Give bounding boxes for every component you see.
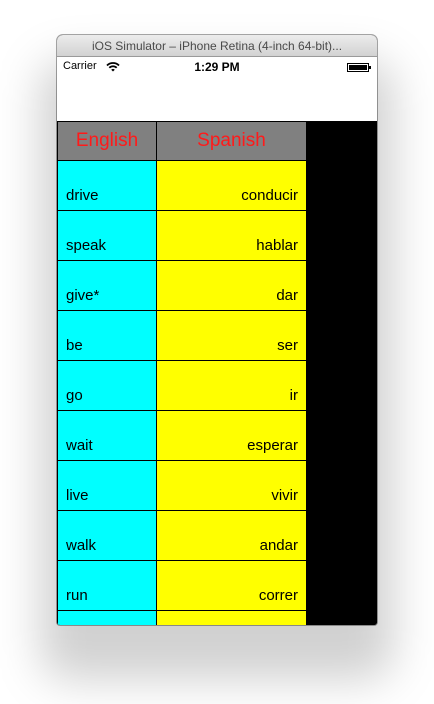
english-word-cell[interactable]: go [57, 361, 157, 411]
english-word-cell[interactable]: speak [57, 211, 157, 261]
vocabulary-table: English Spanish drive conducir speak hab… [57, 121, 307, 625]
spanish-word-cell[interactable]: ir [157, 361, 307, 411]
table-row[interactable]: wait esperar [57, 411, 307, 461]
window-title: iOS Simulator – iPhone Retina (4-inch 64… [91, 39, 343, 53]
table-row[interactable]: live vivir [57, 461, 307, 511]
status-bar: Carrier 1:29 PM [57, 57, 377, 77]
english-word-cell[interactable]: give* [57, 261, 157, 311]
status-time: 1:29 PM [194, 60, 240, 74]
spanish-word-cell[interactable]: dar [157, 261, 307, 311]
table-row[interactable]: walk andar [57, 511, 307, 561]
spanish-word-cell[interactable] [157, 611, 307, 625]
window-titlebar[interactable]: iOS Simulator – iPhone Retina (4-inch 64… [57, 35, 377, 57]
table-row[interactable]: run correr [57, 561, 307, 611]
carrier-label: Carrier [63, 60, 97, 72]
english-word-cell[interactable] [57, 611, 157, 625]
english-column-header: English [57, 121, 157, 161]
english-word-cell[interactable]: walk [57, 511, 157, 561]
table-row[interactable]: drive conducir [57, 161, 307, 211]
device-screen: Carrier 1:29 PM English Spanish drive co… [57, 57, 377, 625]
spanish-word-cell[interactable]: vivir [157, 461, 307, 511]
spanish-word-cell[interactable]: esperar [157, 411, 307, 461]
table-row[interactable]: be ser [57, 311, 307, 361]
simulator-window: iOS Simulator – iPhone Retina (4-inch 64… [57, 35, 377, 625]
spanish-word-cell[interactable]: correr [157, 561, 307, 611]
battery-icon [347, 63, 371, 72]
spanish-column-header: Spanish [157, 121, 307, 161]
english-word-cell[interactable]: be [57, 311, 157, 361]
table-header: English Spanish [57, 121, 307, 161]
spanish-word-cell[interactable]: conducir [157, 161, 307, 211]
spanish-word-cell[interactable]: ser [157, 311, 307, 361]
english-word-cell[interactable]: drive [57, 161, 157, 211]
spanish-word-cell[interactable]: andar [157, 511, 307, 561]
table-row[interactable]: go ir [57, 361, 307, 411]
table-row[interactable] [57, 611, 307, 625]
english-word-cell[interactable]: live [57, 461, 157, 511]
table-row[interactable]: give* dar [57, 261, 307, 311]
spanish-word-cell[interactable]: hablar [157, 211, 307, 261]
wifi-icon [106, 62, 120, 72]
english-word-cell[interactable]: run [57, 561, 157, 611]
table-row[interactable]: speak hablar [57, 211, 307, 261]
navigation-bar [57, 77, 377, 121]
english-word-cell[interactable]: wait [57, 411, 157, 461]
